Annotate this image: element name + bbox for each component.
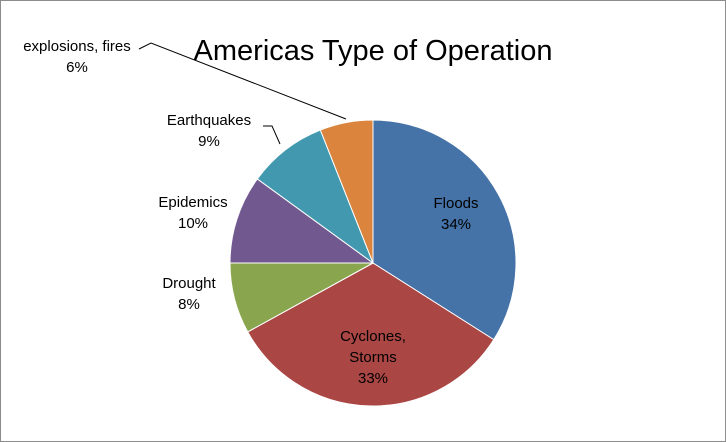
pie-slice-epidemics — [229, 178, 375, 264]
leader-line-explosions-fires — [138, 42, 347, 120]
pie-slice-earthquakes — [256, 129, 375, 265]
chart-title: Americas Type of Operation — [194, 35, 553, 67]
slice-label-floods: Floods 34% — [433, 195, 478, 233]
pie-slices — [229, 119, 517, 407]
slice-label-drought: Drought 8% — [162, 275, 216, 313]
pie-slice-floods — [372, 119, 517, 341]
slice-label-explosions-fires: explosions, fires 6% — [23, 38, 131, 76]
pie-slice-explosions-fires — [319, 119, 374, 264]
leader-lines — [138, 42, 347, 145]
slice-label-cyclones-storms: Cyclones, Storms 33% — [340, 328, 406, 387]
pie-slice-cyclones-storms — [247, 262, 495, 407]
slice-labels: Floods 34% Cyclones, Storms 33% Drought 8% Epid… — [23, 38, 478, 387]
slice-label-epidemics: Epidemics 10% — [158, 194, 227, 232]
leader-line-earthquakes — [263, 125, 281, 145]
slice-label-earthquakes: Earthquakes 9% — [167, 112, 251, 150]
